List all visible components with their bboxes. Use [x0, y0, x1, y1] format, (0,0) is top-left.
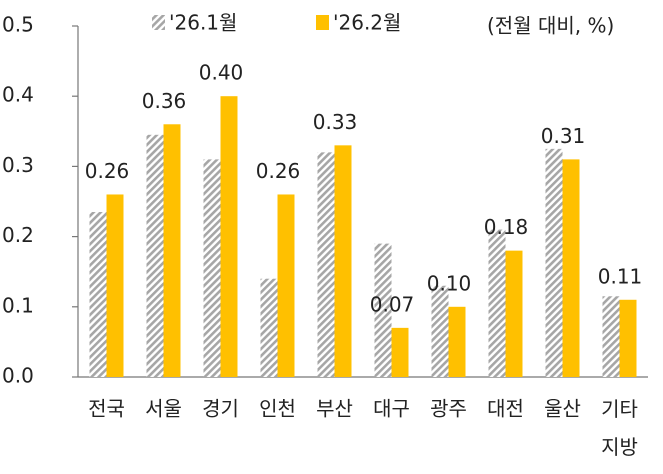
x-tick-label: 전국	[88, 397, 125, 421]
data-label: 0.11	[598, 264, 643, 288]
y-tick-label: 0.2	[2, 223, 34, 247]
unit-annotation: (전월 대비, %)	[487, 14, 614, 38]
bar	[146, 134, 164, 377]
data-label: 0.36	[142, 89, 187, 113]
legend-label: '26.1월	[169, 11, 237, 35]
x-tick-label: 대구	[373, 397, 410, 421]
bar	[562, 159, 580, 377]
bar	[545, 148, 563, 377]
bar	[106, 194, 124, 377]
legend-label: '26.2월	[333, 11, 401, 35]
y-tick-label: 0.4	[2, 83, 34, 107]
bar	[488, 229, 506, 377]
bar	[448, 306, 466, 377]
bar	[374, 243, 392, 377]
x-tick-label: 인천	[259, 397, 296, 421]
data-label: 0.26	[85, 159, 130, 183]
data-label: 0.26	[256, 159, 301, 183]
bar	[334, 145, 352, 377]
y-tick-label: 0.0	[2, 364, 34, 388]
x-tick-label: 기타 지방	[601, 397, 638, 459]
x-tick-label: 부산	[316, 397, 353, 421]
x-tick-label: 서울	[145, 397, 182, 421]
bar	[277, 194, 295, 377]
bar	[602, 296, 620, 377]
data-label: 0.18	[484, 215, 529, 239]
bar	[431, 285, 449, 377]
x-tick-label: 광주	[430, 397, 467, 421]
bar	[220, 96, 238, 377]
x-tick-label: 경기	[202, 397, 239, 421]
y-tick-label: 0.3	[2, 153, 34, 177]
legend-swatch	[152, 15, 165, 30]
y-tick-label: 0.1	[2, 293, 34, 317]
data-label: 0.31	[541, 124, 586, 148]
data-label: 0.33	[313, 110, 358, 134]
bar	[163, 124, 181, 377]
y-tick-label: 0.5	[2, 13, 34, 37]
bar	[260, 278, 278, 377]
bar	[505, 250, 523, 377]
data-label: 0.10	[427, 271, 472, 295]
legend-swatch	[316, 15, 329, 30]
bar	[619, 299, 637, 377]
bar	[317, 152, 335, 377]
x-tick-label: 대전	[487, 397, 524, 421]
bar	[89, 212, 107, 377]
data-label: 0.07	[370, 292, 415, 316]
data-label: 0.40	[199, 61, 244, 85]
bar	[203, 159, 221, 377]
bar	[391, 327, 409, 377]
x-tick-label: 울산	[544, 397, 581, 421]
